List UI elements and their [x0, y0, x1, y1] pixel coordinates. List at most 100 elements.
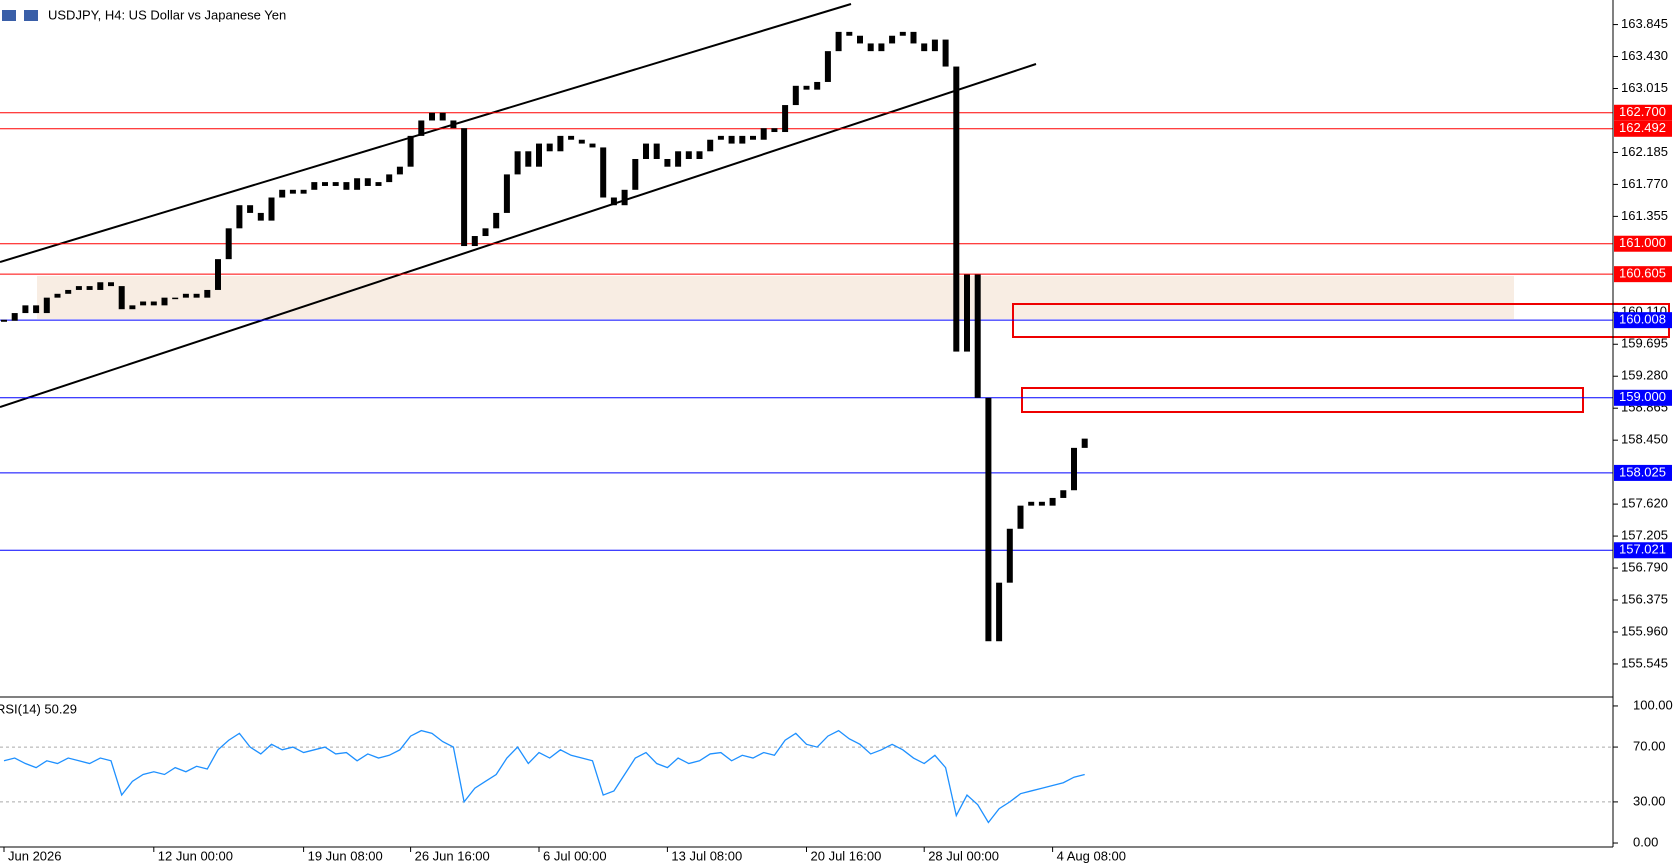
candle [289, 189, 296, 194]
indicator-label: RSI(14) 50.29 [0, 701, 77, 716]
candle [600, 147, 607, 198]
level-label: 160.008 [1619, 312, 1666, 327]
candle [621, 189, 628, 206]
y-tick-label: 163.015 [1621, 80, 1668, 95]
candle [300, 189, 307, 194]
drawings [0, 3, 1670, 413]
level-label: 160.605 [1619, 266, 1666, 281]
candle [1081, 438, 1088, 448]
y-tick-label: 155.960 [1621, 623, 1668, 638]
y2-tick-label: 0.00 [1633, 834, 1658, 849]
zone [37, 276, 1514, 319]
icon [24, 10, 38, 21]
candle [685, 151, 692, 159]
candle [514, 151, 521, 175]
candle [1006, 528, 1013, 583]
y2-tick-label: 30.00 [1633, 793, 1666, 808]
candle [257, 212, 264, 221]
y-tick-label: 159.280 [1621, 368, 1668, 383]
candle [1028, 501, 1035, 506]
candle [964, 274, 970, 352]
candle [942, 39, 949, 67]
x-tick-label: 6 Jul 00:00 [543, 848, 607, 863]
candle [717, 135, 724, 140]
candle [889, 35, 896, 44]
candle [739, 135, 746, 144]
candle [546, 143, 553, 152]
candle [11, 313, 18, 321]
chart-title: USDJPY, H4: US Dollar vs Japanese Yen [48, 7, 286, 22]
x-tick-label: 12 Jun 00:00 [158, 848, 233, 863]
y-tick-label: 157.620 [1621, 496, 1668, 511]
candle [86, 286, 93, 290]
x-tick-label: 26 Jun 16:00 [415, 848, 490, 863]
x-tick-label: 19 Jun 08:00 [308, 848, 383, 863]
candle [578, 139, 585, 144]
level-tag [1614, 235, 1672, 252]
level-tag [1614, 542, 1672, 559]
candle [525, 151, 532, 167]
candle [664, 158, 671, 167]
y-tick-label: 158.450 [1621, 432, 1668, 447]
y-tick-label: 161.770 [1621, 176, 1668, 191]
candle [354, 178, 361, 190]
candle [118, 286, 125, 310]
candle [953, 66, 960, 352]
channel-upper [0, 3, 852, 263]
candle [343, 182, 350, 190]
candle [54, 293, 61, 298]
candle [750, 135, 756, 140]
level-tag [1614, 120, 1672, 137]
candle [311, 182, 318, 190]
candle [65, 289, 72, 294]
plot [0, 31, 1613, 824]
candle [279, 189, 286, 198]
x-tick-label: 13 Jul 08:00 [671, 848, 742, 863]
candle [653, 143, 660, 159]
candle [910, 31, 917, 44]
candle [557, 135, 564, 152]
level-tag [1614, 464, 1672, 481]
candle [140, 301, 147, 306]
candle [429, 112, 435, 121]
candle [161, 297, 168, 306]
candle [493, 212, 500, 229]
y-tick-label: 157.205 [1621, 528, 1668, 543]
y-tick-label: 155.545 [1621, 655, 1668, 670]
x-tick-label: Jun 2026 [8, 848, 62, 863]
candle [707, 139, 714, 152]
candle [857, 35, 863, 44]
level-tag [1614, 104, 1672, 121]
candle [471, 236, 478, 247]
candle [610, 197, 617, 206]
candle [22, 305, 29, 314]
candle [1071, 447, 1077, 491]
level-tag [1614, 389, 1672, 406]
candle [439, 112, 446, 121]
candle [247, 205, 254, 213]
candle [172, 297, 179, 300]
candle [867, 43, 874, 52]
candle [482, 228, 489, 237]
candle [696, 151, 703, 159]
candle [503, 174, 510, 213]
y-tick-label: 159.695 [1621, 336, 1668, 351]
candle [1017, 505, 1024, 529]
candle [364, 178, 371, 186]
y-tick-label: 156.375 [1621, 591, 1668, 606]
y2-tick-label: 100.00 [1633, 697, 1673, 712]
candle [782, 105, 789, 133]
candle [1038, 501, 1045, 506]
candle [835, 31, 842, 52]
candle [1049, 497, 1056, 506]
candle [589, 143, 596, 148]
icon [2, 10, 16, 21]
candle [536, 143, 542, 167]
candle [225, 228, 232, 260]
candle [728, 135, 735, 144]
channel-lower [0, 63, 1037, 408]
candle [792, 85, 799, 106]
candle [974, 274, 981, 398]
candle [182, 293, 189, 298]
